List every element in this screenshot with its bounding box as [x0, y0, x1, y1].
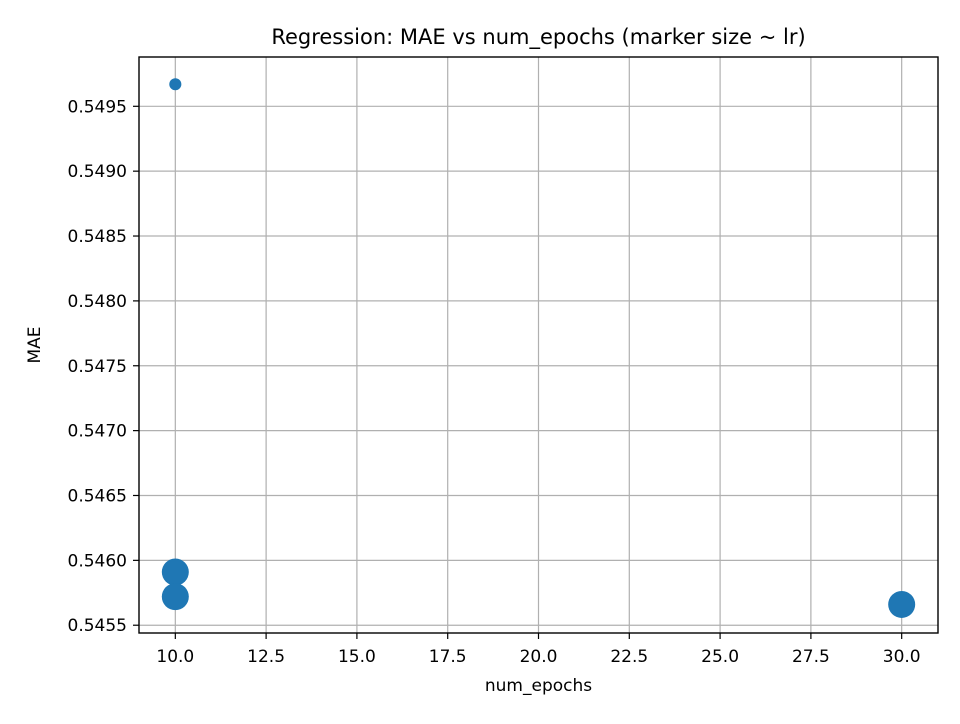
y-tick-label: 0.5460 — [68, 551, 127, 571]
grid — [139, 57, 938, 633]
y-tick-label: 0.5475 — [68, 357, 127, 377]
x-axis-ticks: 10.0 12.5 15.0 17.5 20.0 22.5 25.0 27.5 30.0 — [156, 633, 921, 667]
y-axis-ticks: 0.5455 0.5460 0.5465 0.5470 0.5475 0.5480 0.54… — [68, 97, 139, 636]
x-tick-label: 15.0 — [338, 647, 376, 667]
x-tick-label: 30.0 — [883, 647, 921, 667]
data-points — [161, 78, 916, 618]
y-tick-label: 0.5485 — [68, 227, 127, 247]
data-point — [888, 590, 916, 618]
data-point — [161, 558, 189, 586]
data-point — [161, 583, 189, 611]
y-tick-label: 0.5455 — [68, 616, 127, 636]
y-tick-label: 0.5465 — [68, 486, 127, 506]
data-point — [169, 78, 182, 91]
x-tick-label: 17.5 — [429, 647, 467, 667]
x-tick-label: 25.0 — [701, 647, 739, 667]
y-axis-label: MAE — [25, 326, 45, 363]
x-tick-label: 10.0 — [156, 647, 194, 667]
x-axis-label: num_epochs — [485, 676, 592, 696]
y-tick-label: 0.5480 — [68, 292, 127, 312]
x-tick-label: 12.5 — [247, 647, 285, 667]
y-tick-label: 0.5490 — [68, 162, 127, 182]
y-tick-label: 0.5470 — [68, 422, 127, 442]
y-tick-label: 0.5495 — [68, 97, 127, 117]
chart-title: Regression: MAE vs num_epochs (marker si… — [271, 25, 805, 50]
x-tick-label: 20.0 — [520, 647, 558, 667]
x-tick-label: 27.5 — [792, 647, 830, 667]
x-tick-label: 22.5 — [610, 647, 648, 667]
